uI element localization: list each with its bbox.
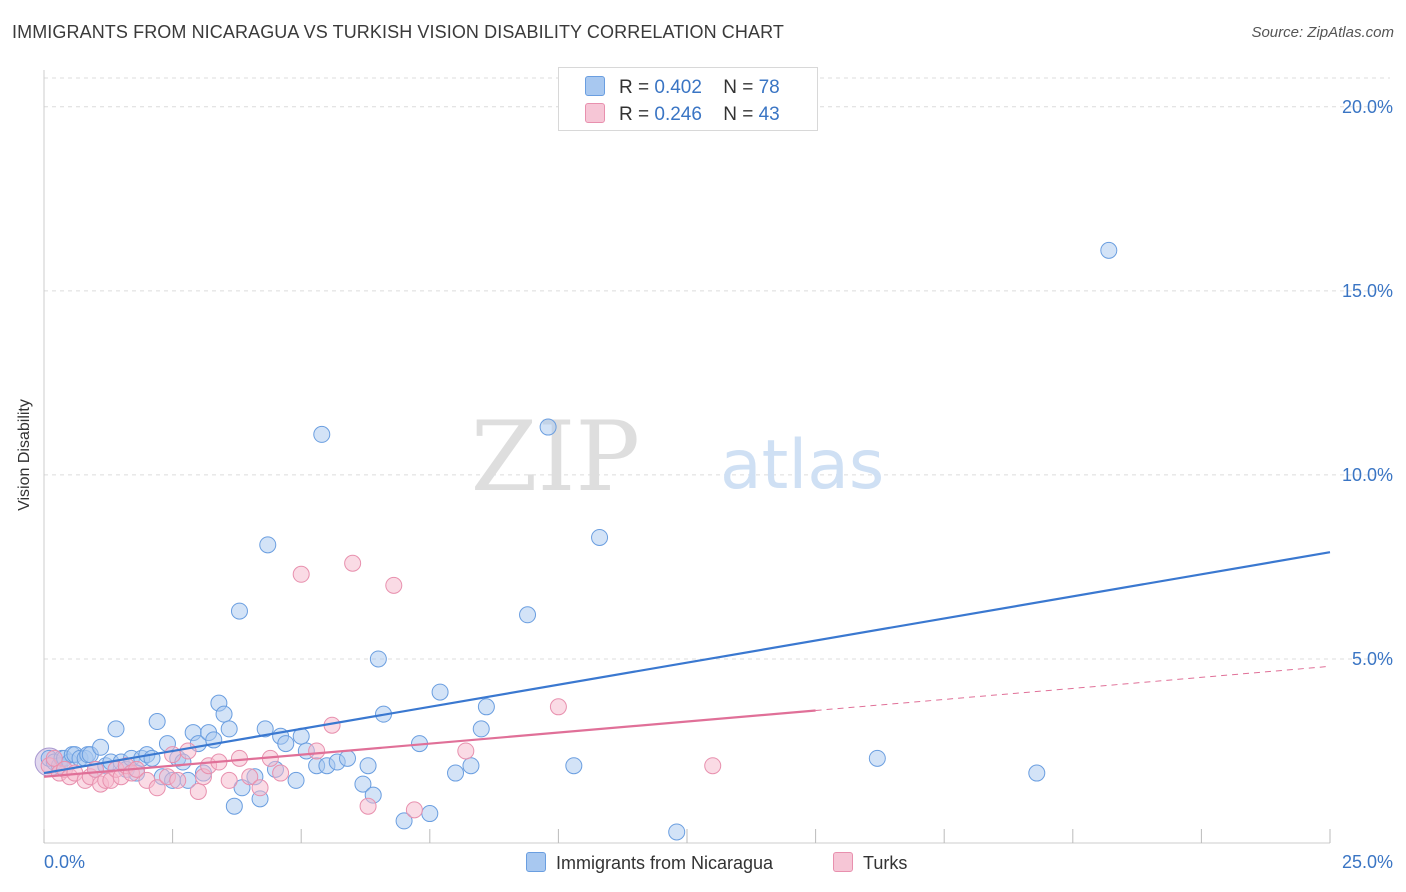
nicaragua-point [107,720,125,738]
pink-legend-swatch [833,852,853,872]
legend-n-value-1: 78 [758,77,780,98]
turks-point [241,768,259,786]
nicaragua-point [354,775,372,793]
nicaragua-trend-line [43,551,1331,775]
nicaragua-point [868,749,886,767]
turks-point [344,554,362,572]
stats-legend: R = 0.402 N = 78 R = 0.246 N = 43 [558,67,818,131]
source-label: Source: ZipAtlas.com [1251,24,1394,41]
chart-title: IMMIGRANTS FROM NICARAGUA VS TURKISH VIS… [12,22,784,42]
legend-r-value-1: 0.402 [654,77,702,98]
turks-point [220,771,238,789]
turks-trend-extension [815,665,1331,711]
legend-r-label-2: R = [619,104,650,125]
turks-point [230,749,248,767]
turks-point [457,742,475,760]
watermark-zip: ZIP [471,401,640,513]
bottom-legend-label-2: Turks [863,853,908,873]
nicaragua-point [447,764,465,782]
legend-r-label-1: R = [619,77,650,98]
turks-point [148,779,166,797]
pink-swatch [585,103,605,123]
watermark: ZIP atlas [471,401,885,513]
y-tick-label: 20.0% [1342,97,1393,117]
nicaragua-point [287,771,305,789]
nicaragua-point [565,757,583,775]
nicaragua-point [215,705,233,723]
nicaragua-point [591,528,609,546]
turks-point [549,698,567,716]
turks-point [704,757,722,775]
nicaragua-point [477,698,495,716]
legend-row-turks: R = 0.246 N = 43 [585,103,780,126]
bottom-legend-label-1: Immigrants from Nicaragua [556,853,774,873]
gridlines [44,77,1390,660]
y-tick-label: 10.0% [1342,465,1393,485]
nicaragua-point [259,536,277,554]
turks-point [308,742,326,760]
nicaragua-point [220,720,238,738]
nicaragua-point [462,757,480,775]
legend-n-value-2: 43 [758,104,780,125]
nicaragua-point [256,720,274,738]
nicaragua-point [431,683,449,701]
nicaragua-point [225,797,243,815]
nicaragua-point [539,418,557,436]
legend-row-nicaragua: R = 0.402 N = 78 [585,76,780,99]
data-points [34,241,1118,841]
turks-point [179,742,197,760]
turks-point [169,771,187,789]
nicaragua-point [338,749,356,767]
turks-point [272,764,290,782]
nicaragua-point [92,738,110,756]
nicaragua-point [359,757,377,775]
nicaragua-point [230,602,248,620]
turks-trend-line [43,709,816,778]
trend-lines [43,551,1331,778]
x-tick-label-start: 0.0% [44,852,85,872]
nicaragua-point [277,735,295,753]
turks-point [385,576,403,594]
nicaragua-point [395,812,413,830]
nicaragua-point [313,425,331,443]
turks-point [251,779,269,797]
nicaragua-point [472,720,490,738]
nicaragua-point [1100,241,1118,259]
legend-n-label-2: N = [723,104,754,125]
nicaragua-point [668,823,686,841]
legend-r-value-2: 0.246 [654,104,702,125]
blue-swatch [585,76,605,96]
nicaragua-point [148,713,166,731]
turks-point [189,782,207,800]
y-tick-label: 5.0% [1352,649,1393,669]
turks-point [292,565,310,583]
tick-labels: 5.0% 10.0% 15.0% 20.0% 0.0% 25.0% [44,97,1393,872]
axes [43,70,1331,844]
watermark-atlas: atlas [720,426,884,505]
turks-point [359,797,377,815]
x-tick-label-end: 25.0% [1342,852,1393,872]
turks-point [405,801,423,819]
bottom-legend-nicaragua: Immigrants from Nicaragua [526,852,773,874]
nicaragua-point [519,606,537,624]
legend-n-label-1: N = [723,77,754,98]
nicaragua-point [369,650,387,668]
y-tick-label: 15.0% [1342,281,1393,301]
bottom-legend-turks: Turks [833,852,907,874]
blue-legend-swatch [526,852,546,872]
nicaragua-point [421,805,439,823]
nicaragua-point [1028,764,1046,782]
